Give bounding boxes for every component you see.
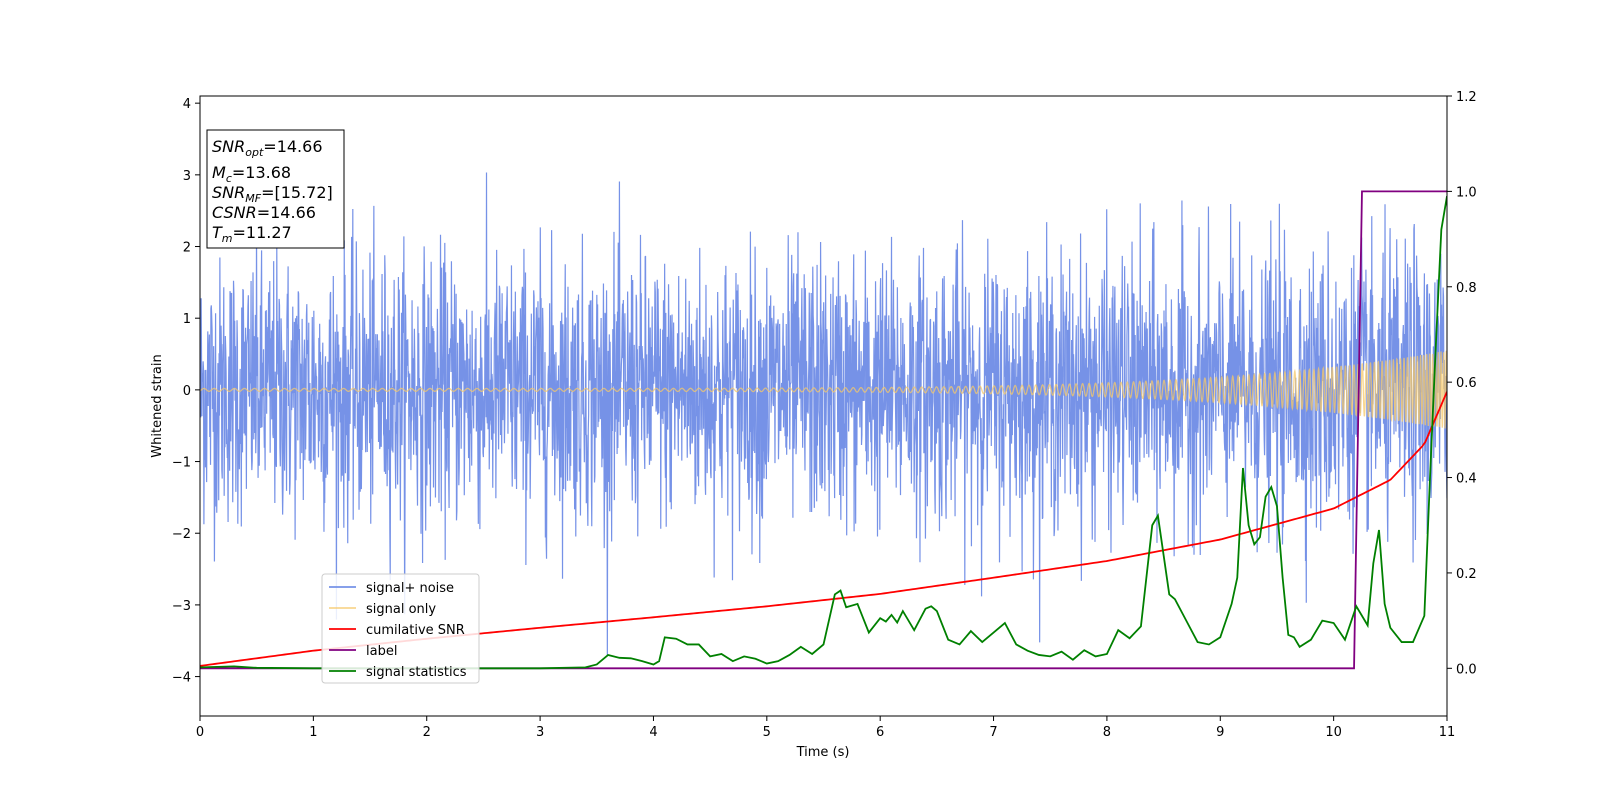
- y-tick-label: 2: [183, 241, 191, 256]
- x-axis: 0 1 2 3 4 5 6 7 8 9 10 11: [196, 716, 1455, 740]
- legend-entry: signal only: [366, 602, 436, 617]
- x-tick-label: 10: [1325, 725, 1342, 740]
- x-tick-label: 1: [309, 725, 317, 740]
- legend-entry: signal+ noise: [366, 581, 454, 596]
- y-axis-label: Whitened strain: [150, 354, 165, 457]
- x-tick-label: 9: [1216, 725, 1224, 740]
- x-tick-label: 0: [196, 725, 204, 740]
- y2-tick-label: 1.0: [1456, 185, 1477, 200]
- x-tick-label: 3: [536, 725, 544, 740]
- x-axis-label: Time (s): [796, 745, 850, 760]
- x-tick-label: 4: [649, 725, 657, 740]
- y2-tick-label: 0.6: [1456, 376, 1477, 391]
- series-signal-noise: [200, 172, 1447, 657]
- y-tick-label: 3: [183, 169, 191, 184]
- x-tick-label: 6: [876, 725, 884, 740]
- legend-entry: cumilative SNR: [366, 623, 465, 638]
- y2-tick-label: 1.2: [1456, 90, 1477, 105]
- series-signal-only: [200, 350, 1447, 429]
- legend-entry: label: [366, 644, 397, 659]
- x-tick-label: 7: [989, 725, 997, 740]
- x-tick-label: 5: [763, 725, 771, 740]
- x-tick-label: 8: [1103, 725, 1111, 740]
- x-tick-label: 11: [1439, 725, 1456, 740]
- series-label: [200, 190, 1447, 670]
- annotation-line: SNRMF=[15.72]: [212, 183, 333, 205]
- legend-entry: signal statistics: [366, 665, 467, 680]
- y2-tick-label: 0.2: [1456, 567, 1477, 582]
- series-signal-statistics: [200, 195, 1447, 670]
- y-tick-label: 1: [183, 312, 191, 327]
- y2-tick-label: 0.4: [1456, 472, 1477, 487]
- annotation-line: Mc=13.68: [212, 163, 291, 185]
- y-axis-left: 4 3 2 1 0 −1 −2 −3 −4: [172, 97, 200, 686]
- y-tick-label: 0: [183, 384, 191, 399]
- annotation-line: CSNR=14.66: [212, 203, 316, 222]
- y-tick-label: −3: [172, 599, 191, 614]
- y2-tick-label: 0.0: [1456, 662, 1477, 677]
- x-tick-label: 2: [423, 725, 431, 740]
- annotation-box: SNRopt=14.66 Mc=13.68SNRMF=[15.72]CSNR=14…: [206, 129, 345, 249]
- y-axis-right: 1.2 1.0 0.8 0.6 0.4 0.2 0.0: [1447, 90, 1477, 677]
- plot-frame: [199, 95, 1448, 717]
- y-tick-label: −4: [172, 671, 191, 686]
- annotation-line: SNRopt=14.66: [212, 137, 323, 159]
- legend: signal+ noise signal only cumilative SNR la…: [321, 573, 480, 684]
- annotation-line: Tm=11.27: [212, 223, 292, 245]
- y-tick-label: −2: [172, 527, 191, 542]
- y2-tick-label: 0.8: [1456, 281, 1477, 296]
- y-tick-label: −1: [172, 456, 191, 471]
- y-tick-label: 4: [183, 97, 191, 112]
